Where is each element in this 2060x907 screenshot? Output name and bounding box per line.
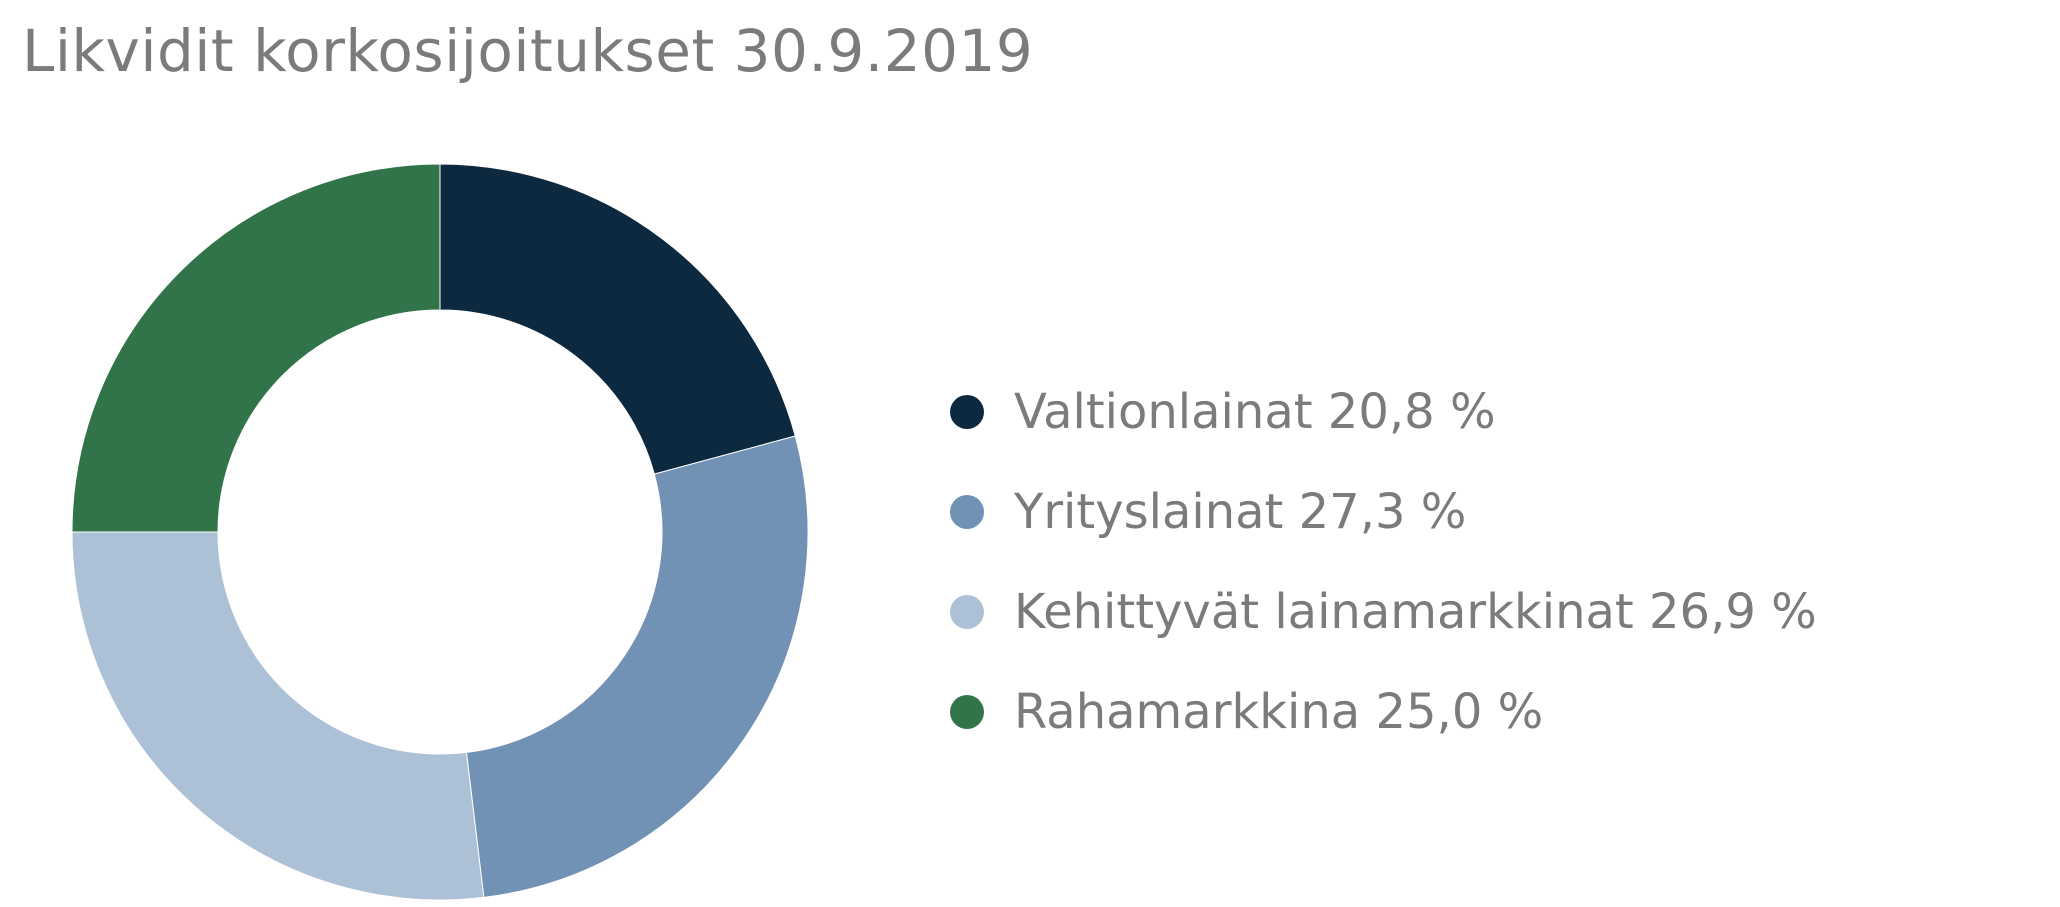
legend-item-valtionlainat: Valtionlainat 20,8 % (950, 362, 1817, 462)
legend-marker (950, 695, 984, 729)
legend: Valtionlainat 20,8 % Yrityslainat 27,3 %… (950, 362, 1817, 762)
legend-label: Rahamarkkina 25,0 % (1014, 684, 1544, 740)
legend-marker (950, 595, 984, 629)
legend-label: Yrityslainat 27,3 % (1014, 484, 1467, 540)
legend-label: Valtionlainat 20,8 % (1014, 384, 1496, 440)
legend-item-yrityslainat: Yrityslainat 27,3 % (950, 462, 1817, 562)
slice-yrityslainat (465, 435, 809, 898)
legend-item-rahamarkkina: Rahamarkkina 25,0 % (950, 662, 1817, 762)
legend-marker (950, 495, 984, 529)
legend-item-kehittyvat-lainamarkkinat: Kehittyvät lainamarkkinat 26,9 % (950, 562, 1817, 662)
chart-title: Likvidit korkosijoitukset 30.9.2019 (22, 17, 1034, 85)
legend-marker (950, 395, 984, 429)
slice-valtionlainat (439, 163, 796, 475)
slice-rahamarkkina (71, 163, 441, 533)
slice-kehittyv-t-lainamarkkinat (71, 531, 485, 901)
legend-label: Kehittyvät lainamarkkinat 26,9 % (1014, 584, 1817, 640)
